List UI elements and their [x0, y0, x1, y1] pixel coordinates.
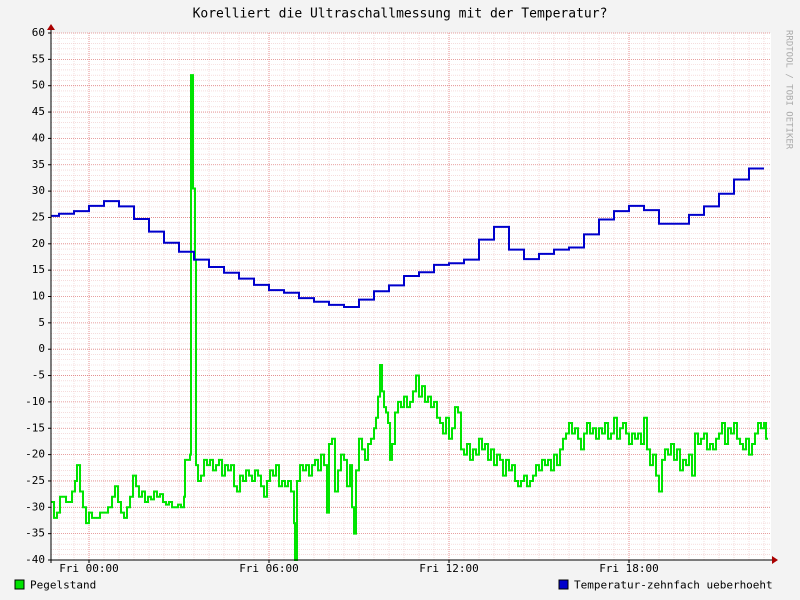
chart-title: Korelliert die Ultraschallmessung mit de…	[193, 7, 608, 22]
y-tick-label: 10	[32, 290, 45, 303]
y-tick-label: 60	[32, 26, 45, 39]
y-tick-label: 0	[38, 342, 45, 355]
y-axis-arrow	[47, 24, 55, 30]
y-tick-label: -30	[25, 500, 45, 513]
legend-swatch	[558, 579, 569, 590]
legend-label: Pegelstand	[30, 579, 96, 592]
x-tick-label: Fri 06:00	[239, 562, 299, 575]
x-tick-label: Fri 18:00	[599, 562, 659, 575]
watermark: RRDTOOL / TOBI OETIKER	[784, 30, 794, 150]
y-tick-label: 35	[32, 158, 45, 171]
y-tick-label: 45	[32, 105, 45, 118]
series-layer	[51, 74, 768, 561]
y-tick-label: 20	[32, 237, 45, 250]
y-tick-label: 55	[32, 52, 45, 65]
y-tick-label: 25	[32, 210, 45, 223]
y-tick-label: 30	[32, 184, 45, 197]
legend-swatch	[14, 579, 25, 590]
y-tick-label: -40	[25, 553, 45, 566]
y-tick-label: -15	[25, 421, 45, 434]
y-tick-label: 5	[38, 316, 45, 329]
y-tick-label: 40	[32, 131, 45, 144]
x-axis-arrow	[772, 556, 778, 564]
y-tick-label: -5	[32, 369, 45, 382]
y-tick-label: 15	[32, 263, 45, 276]
y-tick-label: -35	[25, 527, 45, 540]
x-tick-label: Fri 12:00	[419, 562, 479, 575]
y-tick-label: 50	[32, 79, 45, 92]
y-tick-label: -10	[25, 395, 45, 408]
legend-label: Temperatur-zehnfach ueberhoeht	[574, 579, 773, 592]
series-line	[51, 167, 764, 309]
y-tick-label: -25	[25, 474, 45, 487]
series-line	[51, 74, 768, 561]
legend: Pegelstand Temperatur-zehnfach ueberhoeh…	[14, 579, 773, 592]
x-tick-label: Fri 00:00	[59, 562, 119, 575]
y-tick-label: -20	[25, 448, 45, 461]
